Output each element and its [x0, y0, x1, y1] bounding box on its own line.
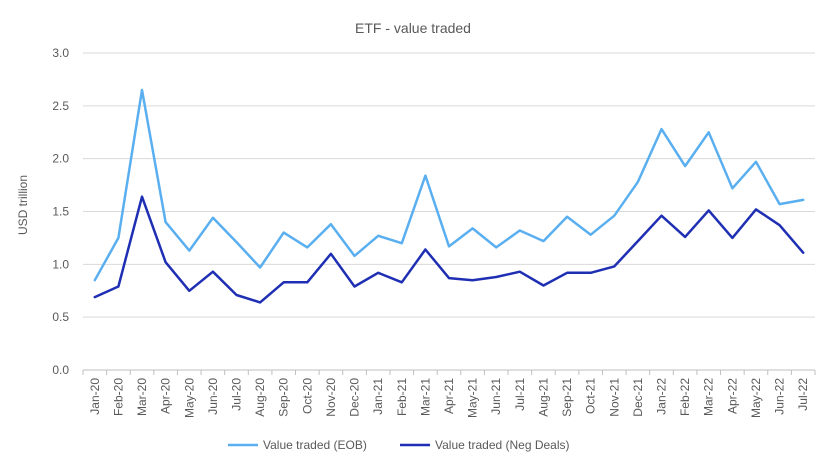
- x-tick-label: Dec-20: [348, 378, 362, 417]
- series-lines: [93, 88, 805, 304]
- chart-title: ETF - value traded: [355, 20, 471, 36]
- x-tick-label: Mar-22: [702, 378, 716, 416]
- x-tick-label: Feb-20: [111, 378, 125, 416]
- x-tick-label: May-22: [749, 378, 763, 418]
- x-tick-label: Oct-21: [584, 378, 598, 414]
- x-tick-label: Jul-22: [796, 378, 810, 411]
- y-tick-label: 3.0: [52, 46, 69, 60]
- y-tick-label: 2.5: [52, 99, 69, 113]
- x-tick-label: Dec-21: [631, 378, 645, 417]
- y-tick-label: 0.0: [52, 363, 69, 377]
- x-tick-label: Feb-22: [678, 378, 692, 416]
- x-tick-label: May-20: [182, 378, 196, 418]
- x-tick-label: Mar-21: [418, 378, 432, 416]
- x-tick-label: Jul-21: [513, 378, 527, 411]
- x-tick-label: Mar-20: [135, 378, 149, 416]
- series-line-2: [93, 195, 805, 304]
- x-tick-label: Sep-20: [277, 378, 291, 417]
- y-tick-label: 1.5: [52, 205, 69, 219]
- x-tick-label: Nov-20: [324, 378, 338, 417]
- x-tick-label: Oct-20: [300, 378, 314, 414]
- x-tick-label: Apr-20: [159, 378, 173, 414]
- y-tick-label: 2.0: [52, 152, 69, 166]
- x-tick-label: Apr-22: [725, 378, 739, 414]
- x-tick-label: Jun-22: [773, 378, 787, 415]
- x-tick-label: Apr-21: [442, 378, 456, 414]
- x-axis-ticks: Jan-20 Feb-20 Mar-20 Apr-20 May-20 Jun-20 Jul-…: [82, 370, 816, 418]
- x-tick-label: Sep-21: [560, 378, 574, 417]
- y-axis-ticks: 0.0 0.5 1.0 1.5 2.0 2.5 3.0: [52, 46, 69, 377]
- legend: Value traded (EOB) Value traded (Neg Deal…: [228, 438, 570, 452]
- x-tick-label: Jun-20: [206, 378, 220, 415]
- x-tick-label: Jan-20: [88, 378, 102, 415]
- x-tick-label: Feb-21: [395, 378, 409, 416]
- x-tick-label: Aug-21: [536, 378, 550, 417]
- y-tick-label: 0.5: [52, 310, 69, 324]
- legend-label: Value traded (EOB): [263, 438, 367, 452]
- y-tick-label: 1.0: [52, 257, 69, 271]
- y-axis-label: USD trillion: [16, 175, 30, 235]
- x-tick-label: Nov-21: [607, 378, 621, 417]
- x-tick-label: Jan-22: [655, 378, 669, 415]
- x-tick-label: Aug-20: [253, 378, 267, 417]
- legend-item-2: Value traded (Neg Deals): [400, 438, 570, 452]
- series-line-1: [93, 88, 805, 282]
- x-tick-label: Jun-21: [489, 378, 503, 415]
- gridlines: [83, 52, 815, 371]
- legend-label: Value traded (Neg Deals): [435, 438, 570, 452]
- x-tick-label: May-21: [466, 378, 480, 418]
- x-tick-label: Jan-21: [371, 378, 385, 415]
- legend-item-1: Value traded (EOB): [228, 438, 367, 452]
- x-tick-label: Jul-20: [229, 378, 243, 411]
